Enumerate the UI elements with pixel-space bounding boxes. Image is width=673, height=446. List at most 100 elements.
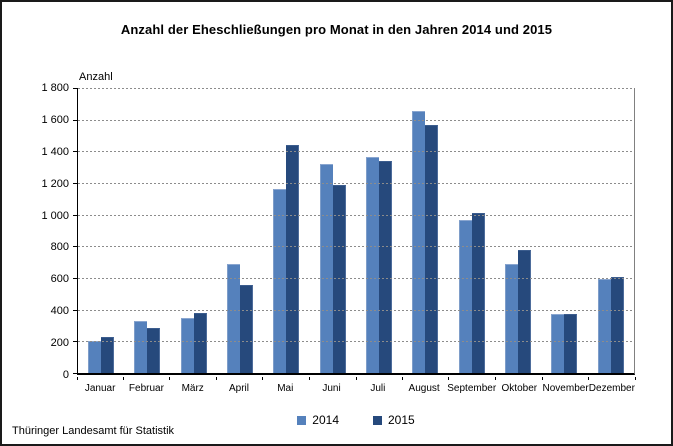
legend: 2014 2015 bbox=[77, 413, 635, 427]
y-tick-label: 800 bbox=[50, 241, 69, 254]
bar-group-juli bbox=[356, 88, 402, 373]
bar-group-oktober bbox=[495, 88, 541, 373]
gridline bbox=[78, 278, 634, 279]
legend-swatch-icon bbox=[373, 415, 382, 425]
y-tick-mark bbox=[73, 214, 78, 216]
bar-2015-august bbox=[425, 125, 439, 373]
plot-area bbox=[73, 88, 635, 375]
y-tick-mark bbox=[73, 151, 78, 153]
x-axis-label: August bbox=[408, 383, 440, 394]
bar-group-märz bbox=[171, 88, 217, 373]
y-tick-label: 400 bbox=[50, 305, 69, 318]
y-tick-mark bbox=[73, 278, 78, 279]
x-tick-mark bbox=[634, 377, 636, 380]
x-tick-mark bbox=[541, 377, 543, 380]
bar-group-februar bbox=[124, 88, 170, 373]
gridline bbox=[78, 88, 634, 89]
x-tick-mark bbox=[169, 377, 171, 380]
bar-group-april bbox=[217, 88, 263, 373]
x-axis-label: April bbox=[228, 383, 249, 394]
legend-item-2014: 2014 bbox=[297, 413, 339, 427]
bar-2014-februar bbox=[134, 320, 148, 373]
legend-label: 2015 bbox=[388, 413, 415, 427]
bar-group-januar bbox=[78, 88, 124, 373]
x-axis-label: Februar bbox=[128, 383, 164, 394]
x-axis-labels: Januar Februar März April Mai Juni Juli August S… bbox=[77, 383, 635, 394]
y-tick-mark bbox=[73, 88, 78, 89]
chart-title: Anzahl der Eheschließungen pro Monat in … bbox=[120, 22, 553, 37]
x-tick-mark bbox=[448, 377, 450, 380]
x-tick-mark bbox=[402, 377, 403, 380]
bar-2014-juni bbox=[319, 164, 333, 373]
x-axis-label: September bbox=[447, 383, 497, 394]
legend-swatch-icon bbox=[297, 415, 307, 425]
x-tick-mark bbox=[495, 377, 496, 380]
bar-2015-september bbox=[471, 213, 485, 373]
bar-2015-april bbox=[240, 285, 254, 373]
bar-2015-november bbox=[564, 313, 578, 373]
x-tick-mark bbox=[122, 377, 124, 380]
bar-2014-november bbox=[551, 313, 565, 373]
bar-2015-mai bbox=[286, 145, 300, 373]
bar-2014-märz bbox=[180, 317, 194, 373]
y-tick-label: 0 bbox=[62, 369, 69, 381]
bar-2015-juli bbox=[379, 160, 393, 373]
x-axis-label: Januar bbox=[84, 383, 116, 394]
gridline bbox=[78, 214, 634, 216]
bar-2014-september bbox=[458, 220, 472, 373]
y-tick-label: 1 200 bbox=[41, 177, 69, 190]
x-axis-label: Juni bbox=[322, 383, 341, 394]
bar-group-mai bbox=[263, 88, 309, 373]
y-tick-mark bbox=[73, 309, 78, 311]
bar-2014-januar bbox=[88, 340, 102, 373]
x-axis-label: November bbox=[542, 383, 589, 394]
bar-2014-dezember bbox=[597, 278, 611, 373]
y-tick-mark bbox=[73, 373, 78, 374]
y-tick-label: 1 000 bbox=[41, 209, 69, 222]
gridline bbox=[78, 119, 634, 121]
gridline bbox=[78, 246, 634, 248]
bar-group-august bbox=[402, 88, 448, 373]
x-axis-label: Oktober bbox=[501, 383, 538, 394]
bar-2015-dezember bbox=[610, 277, 624, 373]
bar-2014-august bbox=[412, 110, 426, 373]
legend-item-2015: 2015 bbox=[373, 413, 415, 427]
x-axis-label: Dezember bbox=[588, 383, 635, 394]
bar-2014-mai bbox=[273, 189, 287, 373]
x-tick-mark bbox=[355, 377, 357, 380]
bar-group-juni bbox=[310, 88, 356, 373]
source-attribution: Thüringer Landesamt für Statistik bbox=[12, 425, 175, 437]
x-axis-tickmarks bbox=[76, 377, 636, 381]
gridline bbox=[78, 341, 634, 343]
x-tick-mark bbox=[216, 377, 217, 380]
bar-group-september bbox=[449, 88, 495, 373]
y-tick-mark bbox=[73, 246, 78, 248]
x-tick-mark bbox=[262, 377, 264, 380]
bar-2015-januar bbox=[101, 336, 115, 373]
bar-2014-april bbox=[227, 263, 241, 373]
x-tick-mark bbox=[587, 377, 589, 380]
y-tick-mark bbox=[73, 341, 78, 343]
bar-group-dezember bbox=[588, 88, 634, 373]
y-tick-mark bbox=[73, 183, 78, 184]
bars bbox=[78, 88, 634, 373]
x-axis-label: Mai bbox=[277, 383, 294, 394]
y-tick-label: 1 400 bbox=[41, 145, 69, 158]
bar-2015-märz bbox=[193, 312, 207, 373]
y-tick-label: 200 bbox=[50, 337, 69, 350]
bar-2014-oktober bbox=[505, 263, 519, 373]
y-tick-label: 600 bbox=[50, 273, 69, 286]
gridline bbox=[78, 309, 634, 311]
y-axis-title: Anzahl bbox=[79, 71, 113, 83]
bar-2014-juli bbox=[366, 156, 380, 373]
bar-2015-februar bbox=[147, 327, 161, 373]
bar-group-november bbox=[541, 88, 587, 373]
y-tick-mark bbox=[73, 119, 78, 121]
y-tick-label: 1 800 bbox=[41, 82, 69, 94]
x-axis-label: März bbox=[181, 383, 204, 394]
y-axis-labels: 1 800 1 600 1 400 1 200 1 000 800 600 400 200 0 bbox=[2, 82, 69, 381]
bar-2015-oktober bbox=[518, 249, 532, 373]
x-tick-mark bbox=[76, 377, 78, 380]
gridline bbox=[78, 151, 634, 153]
